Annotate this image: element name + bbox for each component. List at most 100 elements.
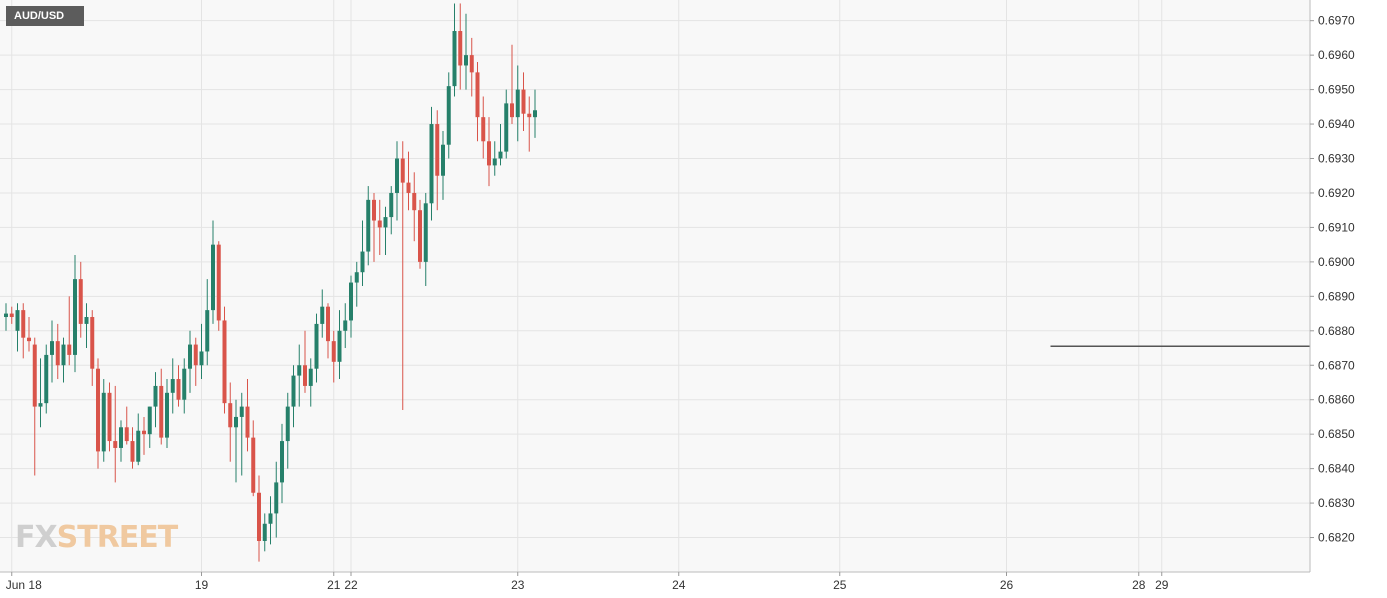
x-tick-label: 26 xyxy=(1000,578,1014,592)
candle-body-up xyxy=(441,144,445,176)
y-tick-label: 0.6870 xyxy=(1318,358,1355,372)
candle-body-down xyxy=(90,317,95,369)
candle-body-down xyxy=(9,313,14,318)
candle-body-down xyxy=(21,310,26,338)
candle-body-up xyxy=(262,523,267,541)
candle-body-up xyxy=(492,158,497,166)
candle-body-up xyxy=(268,513,273,524)
candle-body-down xyxy=(245,406,250,438)
candle-body-down xyxy=(326,306,330,342)
candle-body-down xyxy=(176,379,181,400)
logo-part-fx: FX xyxy=(15,520,58,555)
candle-body-down xyxy=(418,210,422,262)
candle-body-up xyxy=(61,344,66,366)
candle-body-up xyxy=(349,282,353,321)
candle-body-up xyxy=(136,430,141,462)
candle-body-down xyxy=(521,89,526,114)
y-tick-label: 0.6900 xyxy=(1318,255,1355,269)
candle-body-down xyxy=(481,117,486,142)
candle-body-up xyxy=(383,217,388,228)
candle-body-up xyxy=(533,110,537,118)
candle-body-up xyxy=(389,192,394,218)
candle-body-down xyxy=(377,220,382,228)
y-tick-label: 0.6830 xyxy=(1318,496,1355,510)
candle-body-up xyxy=(205,310,210,352)
x-tick-label: 23 xyxy=(511,578,525,592)
candle-body-up xyxy=(354,272,359,283)
candle-body-down xyxy=(510,103,514,118)
y-tick-label: 0.6960 xyxy=(1318,48,1355,62)
candle-body-down xyxy=(67,344,72,355)
x-tick-label: 21 xyxy=(327,578,341,592)
candle-body-up xyxy=(274,482,279,514)
candle-body-up xyxy=(343,320,348,331)
candle-body-up xyxy=(73,279,77,355)
grid-lines xyxy=(0,0,1310,572)
candle-body-up xyxy=(239,406,244,417)
candle-body-down xyxy=(458,31,463,66)
y-tick-label: 0.6920 xyxy=(1318,186,1355,200)
y-tick-label: 0.6880 xyxy=(1318,324,1355,338)
x-tick-label: Jun 18 xyxy=(6,578,42,592)
candle-body-up xyxy=(360,251,365,273)
candle-body-down xyxy=(142,430,146,435)
candle-body-up xyxy=(337,330,342,362)
candle-body-up xyxy=(38,403,43,407)
candle-body-up xyxy=(50,341,54,355)
candle-body-up xyxy=(464,55,468,66)
candle-body-down xyxy=(27,337,31,342)
candle-body-down xyxy=(55,341,60,366)
candle-body-down xyxy=(487,141,491,166)
candle-body-up xyxy=(84,317,89,324)
y-tick-label: 0.6890 xyxy=(1318,289,1355,303)
candle-body-down xyxy=(130,441,135,462)
candle-body-down xyxy=(193,344,198,366)
candle-body-up xyxy=(452,31,457,87)
candle-body-down xyxy=(257,492,261,541)
candle-body-up xyxy=(498,151,503,159)
candle-body-down xyxy=(222,320,227,404)
candle-body-up xyxy=(515,89,520,118)
candle-body-down xyxy=(400,158,405,183)
candle-body-up xyxy=(188,344,192,369)
candle-body-up xyxy=(211,244,215,311)
y-tick-label: 0.6820 xyxy=(1318,531,1355,545)
candle-body-down xyxy=(113,441,118,448)
y-tick-label: 0.6940 xyxy=(1318,117,1355,131)
x-tick-label: 22 xyxy=(344,578,358,592)
x-tick-label: 28 xyxy=(1132,578,1146,592)
fxstreet-logo: FXSTREET xyxy=(15,520,178,555)
y-tick-label: 0.6970 xyxy=(1318,14,1355,28)
candle-body-down xyxy=(469,55,474,73)
candle-body-up xyxy=(44,354,49,404)
candle-body-up xyxy=(182,368,187,400)
x-tick-label: 29 xyxy=(1155,578,1169,592)
candle-body-up xyxy=(297,365,302,376)
candle-body-down xyxy=(527,113,532,118)
candle-body-down xyxy=(159,385,164,438)
x-tick-label: 19 xyxy=(195,578,209,592)
x-axis: Jun 18 19 21 22 23 24 25 26 28 29 xyxy=(6,572,1169,592)
x-tick-label: 25 xyxy=(833,578,847,592)
candle-body-up xyxy=(147,406,152,435)
candle-body-up xyxy=(285,406,290,442)
candle-body-up xyxy=(446,86,451,145)
candle-body-down xyxy=(406,182,411,193)
candle-body-up xyxy=(280,441,284,483)
candle-body-up xyxy=(395,158,399,193)
candle-body-up xyxy=(119,427,123,448)
candle-body-down xyxy=(78,279,83,324)
candles xyxy=(4,3,537,562)
candle-body-up xyxy=(366,199,371,252)
candle-body-down xyxy=(32,344,37,407)
candle-body-up xyxy=(314,323,319,369)
candle-body-up xyxy=(308,368,313,386)
candle-body-down xyxy=(435,124,440,176)
candle-body-down xyxy=(372,199,376,221)
plot-background xyxy=(0,0,1310,572)
candle-body-down xyxy=(251,437,256,493)
candle-body-down xyxy=(228,403,233,428)
y-tick-label: 0.6930 xyxy=(1318,152,1355,166)
